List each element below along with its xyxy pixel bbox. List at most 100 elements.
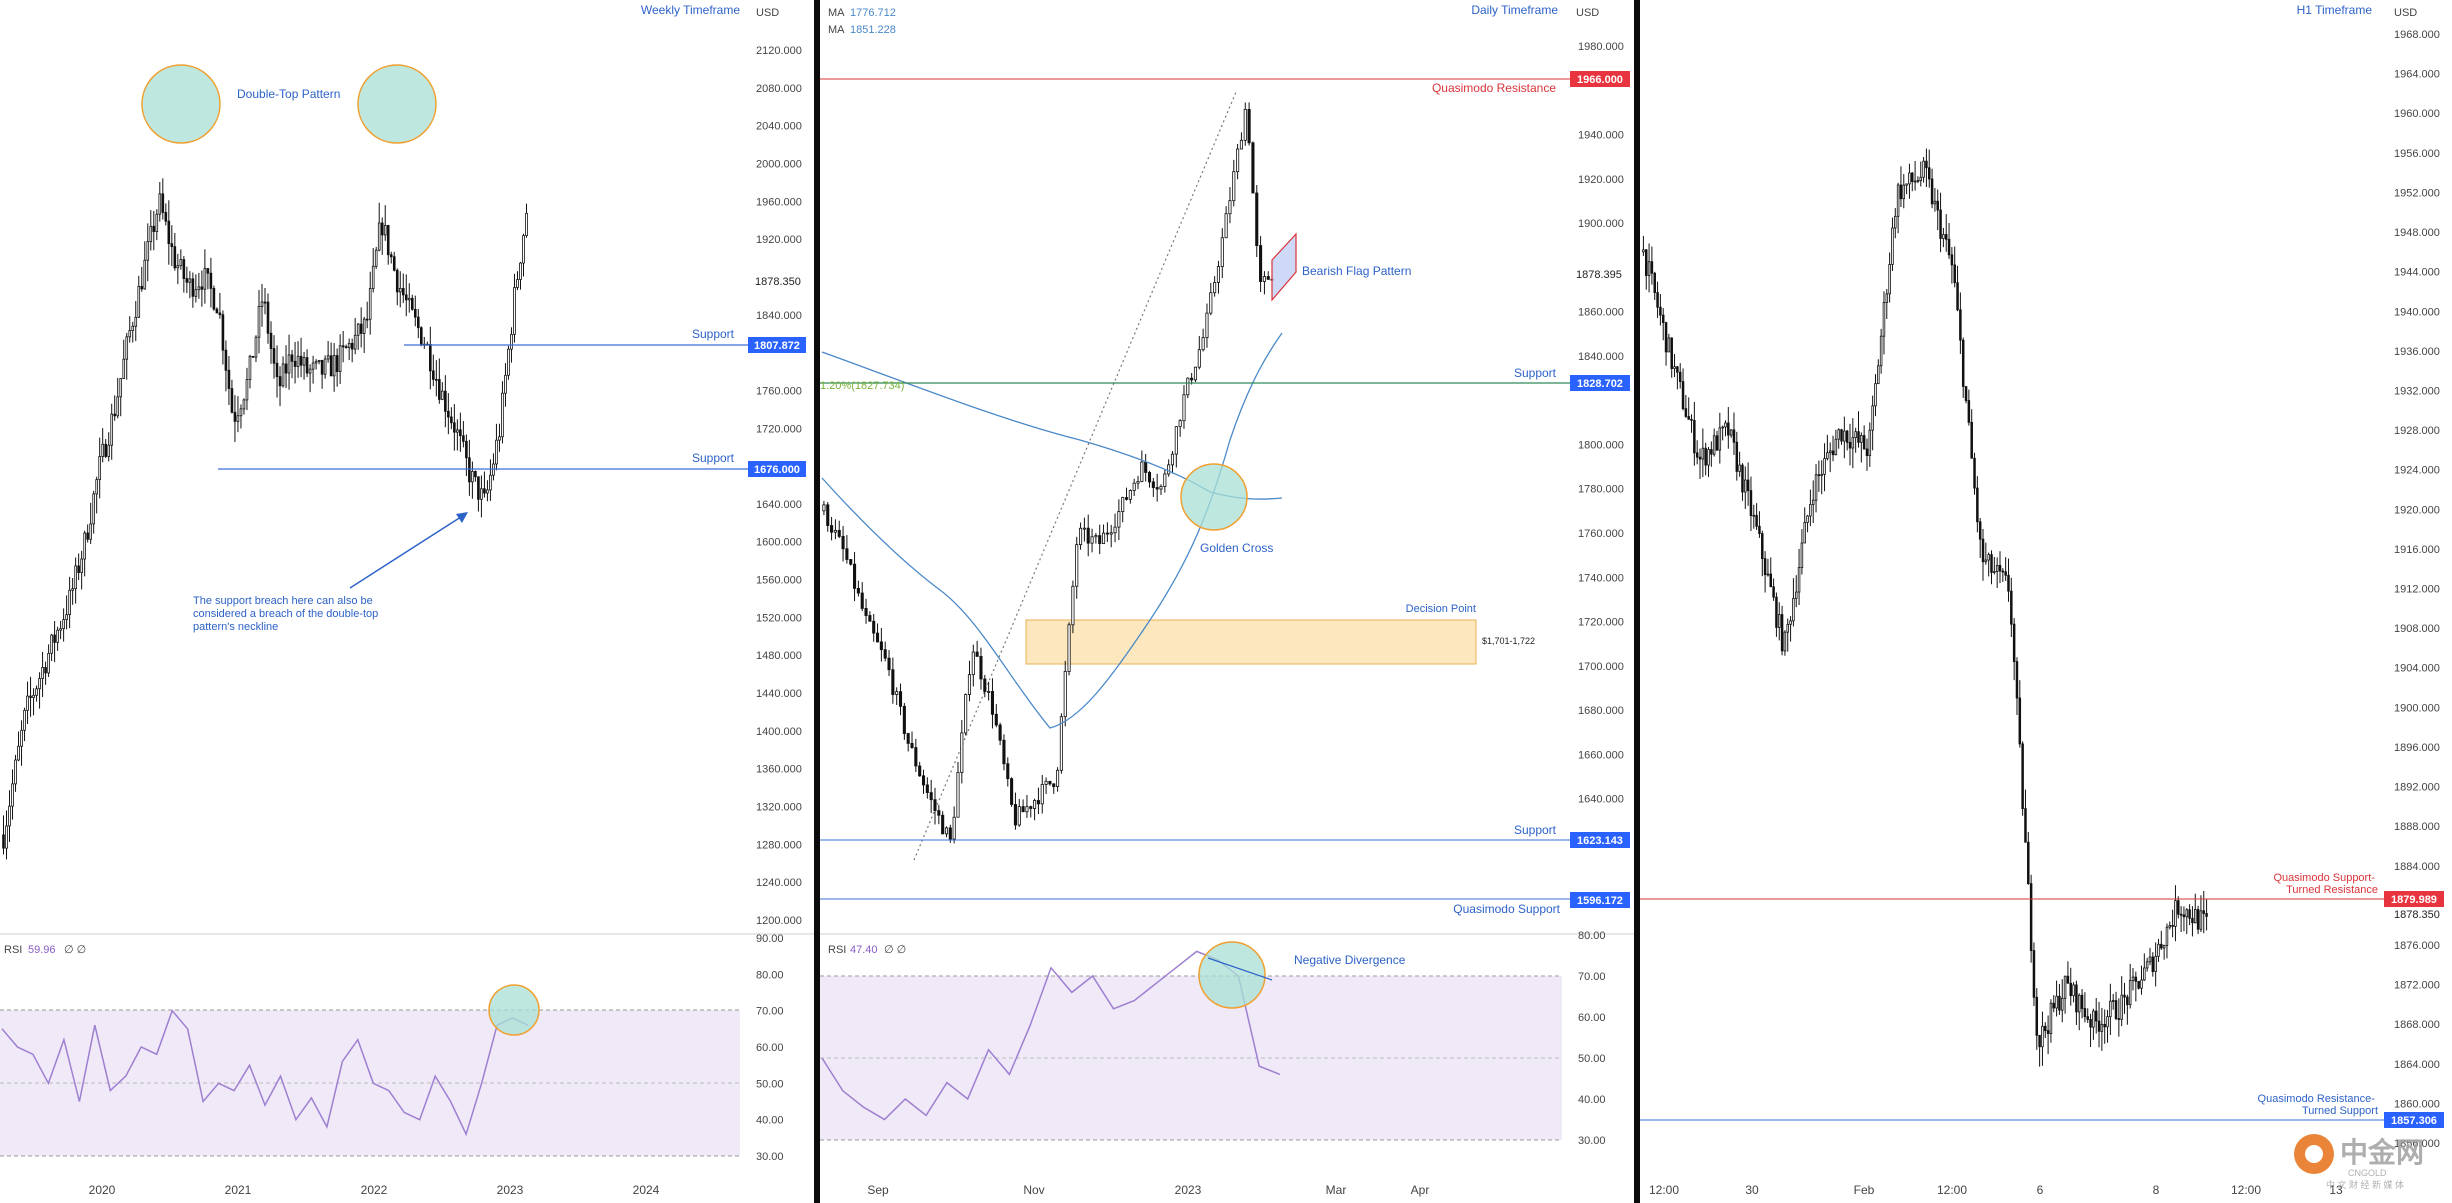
candle-body [1048,780,1052,785]
candle-body [435,378,438,381]
candle-body [293,360,297,367]
candle-body [2165,926,2169,946]
candle-body [1811,499,1815,505]
candle-body [975,651,979,657]
candle-body [128,330,132,338]
candle-body [498,436,501,441]
candle-body [921,775,926,786]
candle-body [302,357,306,366]
candle-body [1644,249,1648,276]
candle-body [895,691,899,695]
candle-body [1101,532,1106,544]
candle-body [395,269,399,293]
weekly-breach-arrow [349,514,465,589]
daily-candles [822,102,1274,844]
candle-body [1956,282,1959,311]
candle-body [868,615,872,622]
candle-body [416,316,420,329]
candle-body [269,332,273,349]
candle-body [883,649,887,659]
candle-body [92,493,95,525]
x-tick-label: 6 [2037,1183,2044,1197]
candle-body [2032,950,2036,998]
daily-trendline [913,91,1237,861]
candle-body [1266,276,1270,280]
candle-body [1661,314,1665,324]
candle-body [1650,261,1654,274]
candle-body [944,827,949,835]
candle-body [23,709,26,731]
daily-current-price: 1878.395 [1576,269,1622,281]
daily-currency: USD [1576,7,1599,19]
y-tick-label: 1864.000 [2394,1059,2440,1071]
daily-rsi-axis: 80.00 70.00 60.00 50.00 40.00 30.00 [1578,930,1606,1147]
candle-body [1220,237,1224,267]
candle-body [2160,943,2163,949]
y-tick-label: 1968.000 [2394,29,2440,41]
candle-body [480,488,483,500]
candle-body [2143,967,2146,981]
candle-body [891,669,895,695]
candle-body [1197,349,1201,368]
candle-body [116,396,120,417]
candle-body [447,410,450,418]
candle-body [17,745,20,761]
daily-support-1-label: Support [1514,366,1557,380]
candle-body [956,772,960,818]
candle-body [2077,994,2081,1013]
candle-body [2049,1002,2053,1034]
watermark-cn: 中金网 [2340,1136,2424,1168]
weekly-rsi-line [1,1009,529,1137]
candle-body [2109,1000,2112,1018]
candle-body [56,629,59,643]
x-tick-label: 12:00 [2231,1183,2261,1197]
candle-body [2120,994,2123,1020]
candle-body [864,608,868,616]
daily-support-2-badge [1570,832,1630,848]
candle-body [462,435,465,442]
candle-body [119,378,123,398]
candle-body [1786,623,1789,633]
candle-body [1939,209,1942,239]
candle-body [1843,430,1846,442]
candle-body [1667,337,1671,353]
candle-body [1201,337,1205,351]
watermark-logo-inner [2305,1145,2323,1163]
candle-body [296,355,300,367]
candle-body [822,504,826,512]
candle-body [902,705,906,734]
negative-divergence-label: Negative Divergence [1294,953,1406,967]
candle-body [227,369,231,389]
candle-body [2010,590,2013,625]
candle-body [1944,234,1948,240]
candle-body [1113,526,1117,534]
candle-body [365,318,369,321]
y-tick-label: 1944.000 [2394,267,2440,279]
y-tick-label: 2040.000 [756,121,802,133]
x-tick-label: 2021 [225,1183,252,1197]
candle-body [1052,783,1056,787]
candle-body [299,355,303,366]
candle-body [50,634,53,654]
candle-body [245,379,249,401]
candle-body [1868,429,1872,456]
golden-cross-circle [1180,463,1248,531]
candle-body [218,312,222,316]
candle-body [1056,769,1060,787]
candle-body [1797,567,1801,593]
weekly-breach-arrow-head [456,512,468,523]
candle-body [212,288,216,310]
rsi-tick-label: 30.00 [756,1151,784,1163]
candle-body [1857,431,1860,443]
weekly-support-2-badge-text: 1676.000 [754,464,800,476]
candle-body [2171,925,2174,927]
candle-body [26,695,29,711]
candle-body [1894,215,1897,229]
h1-candles [1642,148,2208,1067]
candle-body [1006,763,1010,780]
weekly-support-2-label: Support [692,451,735,465]
y-tick-label: 1320.000 [756,802,802,814]
candle-body [2182,914,2186,918]
candle-body [1758,525,1761,534]
weekly-rsi-extra: ∅ ∅ [64,944,86,956]
